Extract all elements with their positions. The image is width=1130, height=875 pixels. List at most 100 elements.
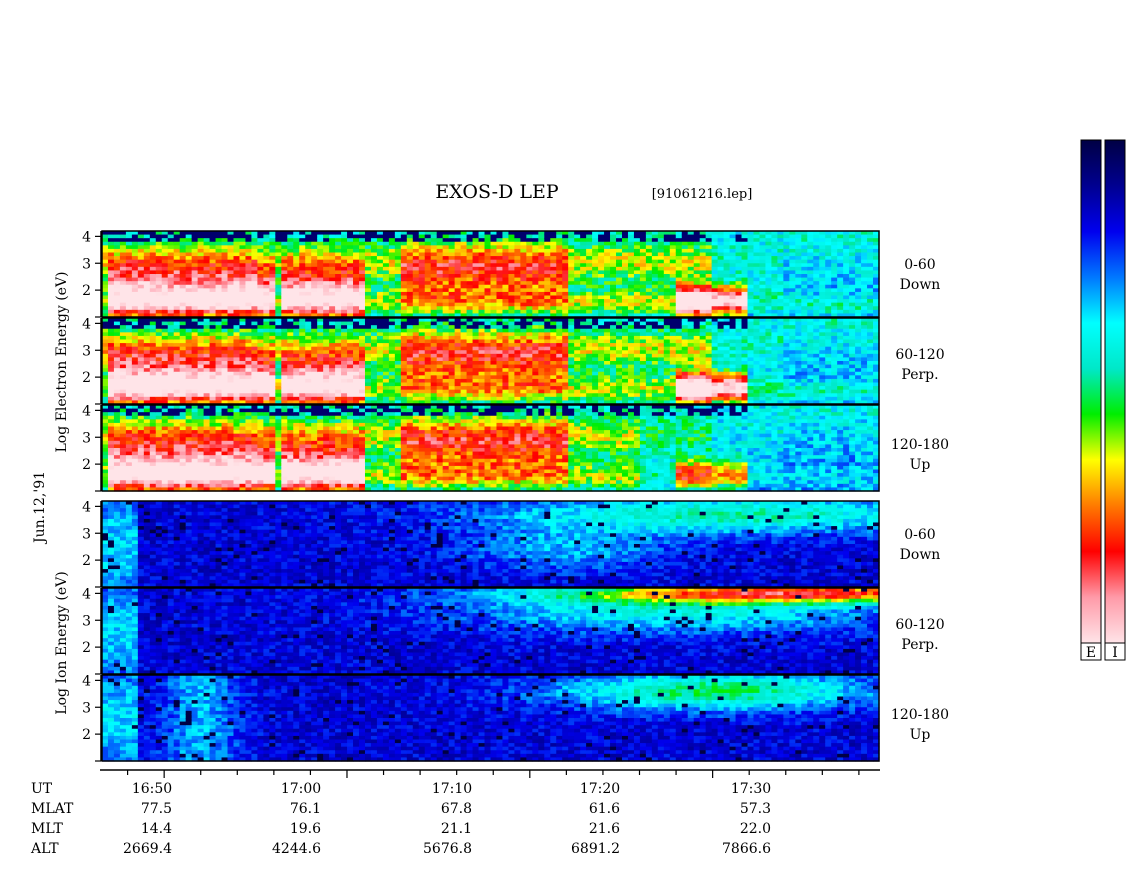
spectrogram-cell [269,357,276,362]
spectrogram-cell [508,368,516,373]
spectrogram-cell [651,234,659,239]
spectrogram-cell [783,302,790,307]
spectrogram-cell [137,309,145,315]
spectrogram-cell [329,396,336,402]
spectrogram-cell [837,245,844,250]
spectrogram-cell [335,248,342,254]
spectrogram-cell [239,256,247,261]
spectrogram-cell [341,299,348,304]
spectrogram-cell [556,302,563,307]
spectrogram-cell [645,259,653,264]
spectrogram-cell [406,313,414,318]
spectrogram-cell [466,364,474,369]
spectrogram-cell [526,256,533,261]
spectrogram-cell [705,291,713,297]
spectrogram-cell [681,256,689,261]
spectrogram-cell [538,382,545,387]
spectrogram-cell [131,389,139,394]
spectrogram-cell [257,378,264,384]
spectrogram-cell [490,393,498,398]
spectrogram-cell [627,252,635,257]
spectrogram-cell [645,309,653,315]
spectrogram-cell [191,238,199,243]
spectrogram-cell [113,295,121,300]
spectrogram-cell [239,291,247,297]
spectrogram-cell [125,393,133,398]
spectrogram-cell [359,248,366,254]
spectrogram-cell [113,332,121,337]
spectrogram-cell [747,263,755,268]
spectrogram-cell [227,263,235,268]
spectrogram-cell [221,353,229,359]
spectrogram-cell [544,248,551,254]
spectrogram-cell [269,325,276,330]
spectrogram-cell [705,263,713,268]
spectrogram-cell [556,371,563,376]
spectrogram-cell [657,266,665,272]
spectrogram-cell [586,259,593,264]
spectrogram-cell [412,318,420,323]
spectrogram-cell [275,393,282,398]
spectrogram-cell [113,364,121,369]
spectrogram-cell [347,302,354,307]
spectrogram-cell [370,248,378,254]
spectrogram-cell [119,368,127,373]
spectrogram-cell [197,256,205,261]
spectrogram-cell [251,238,258,243]
spectrogram-cell [610,299,617,304]
spectrogram-cell [209,386,217,391]
spectrogram-cell [155,309,163,315]
spectrogram-cell [323,256,330,261]
spectrogram-cell [311,364,318,369]
spectrogram-cell [281,238,288,243]
spectrogram-cell [113,335,121,341]
spectrogram-cell [119,259,127,264]
spectrogram-cell [472,375,480,380]
spectrogram-cell [424,313,432,318]
spectrogram-cell [538,389,545,394]
spectrogram-cell [639,281,647,286]
spectrogram-cell [831,302,838,307]
spectrogram-cell [735,231,743,236]
spectrogram-cell [209,325,217,330]
spectrogram-cell [281,245,288,250]
spectrogram-cell [323,325,330,330]
spectrogram-cell [388,288,396,293]
spectrogram-cell [233,350,241,355]
spectrogram-cell [687,306,695,311]
spectrogram-cell [735,284,743,289]
spectrogram-cell [329,357,336,362]
spectrogram-cell [526,318,533,323]
spectrogram-cell [412,281,420,286]
spectrogram-cell [137,353,145,359]
spectrogram-cell [681,231,689,236]
spectrogram-cell [197,299,205,304]
spectrogram-cell [287,328,294,333]
spectrogram-cell [305,238,312,243]
spectrogram-cell [227,256,235,261]
spectrogram-cell [245,361,253,366]
spectrogram-cell [651,288,659,293]
spectrogram-cell [131,382,139,387]
spectrogram-cell [514,248,521,254]
spectrogram-cell [699,263,707,268]
spectrogram-cell [729,302,737,307]
spectrogram-cell [424,357,432,362]
spectrogram-cell [221,263,229,268]
spectrogram-cell [107,321,115,326]
spectrogram-cell [406,343,414,348]
spectrogram-cell [442,309,450,315]
spectrogram-cell [143,364,151,369]
spectrogram-cell [233,248,241,254]
spectrogram-cell [478,291,486,297]
spectrogram-cell [323,353,330,359]
spectrogram-cell [645,288,653,293]
spectrogram-cell [592,245,599,250]
spectrogram-cell [317,400,324,405]
spectrogram-cell [251,361,258,366]
spectrogram-cell [639,306,647,311]
spectrogram-cell [819,248,826,254]
spectrogram-cell [472,335,480,341]
spectrogram-cell [562,270,569,275]
spectrogram-cell [412,328,420,333]
